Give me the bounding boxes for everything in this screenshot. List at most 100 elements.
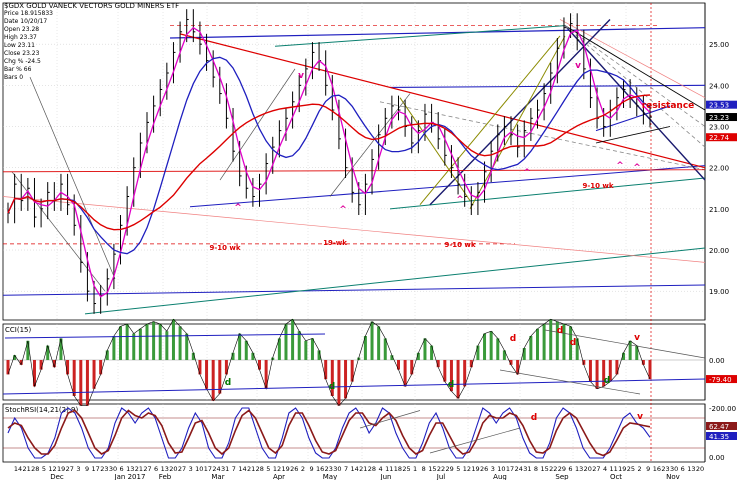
x-tick-label: 30 (109, 465, 117, 473)
gray-dashed-fan-3 (379, 101, 706, 171)
red-downtrend-line (179, 33, 706, 169)
upper-blue-line (169, 27, 706, 39)
x-tick-label: 19 (471, 465, 479, 473)
olive-line-2 (419, 35, 561, 206)
x-tick-label: 25 (402, 465, 410, 473)
stoch-title: StochRSI(14,21(2),9) (5, 406, 78, 414)
stoch-marker: d (531, 413, 537, 423)
x-tick-label: 13 (161, 465, 169, 473)
x-tick-label: 24 (212, 465, 220, 473)
price-tick-label: 25.00 (709, 41, 729, 49)
x-tick-label: 30 (670, 465, 678, 473)
stoch-tag (706, 432, 737, 440)
x-tick-label: 27 (178, 465, 186, 473)
x-tick-label: 15 (540, 465, 548, 473)
x-tick-label: 16 (653, 465, 661, 473)
x-tick-label: 14 (14, 465, 22, 473)
price-tag (706, 133, 737, 142)
x-tick-label: 27 (592, 465, 600, 473)
stochrsi-signal-line (7, 409, 651, 457)
stoch-panel-frame (2, 403, 706, 463)
cycle-marker: ^ (234, 203, 242, 213)
x-tick-label: 13 (687, 465, 695, 473)
cycle-marker: ^ (633, 163, 641, 173)
month-label: Jul (436, 473, 446, 480)
month-label: Jan 2017 (114, 473, 146, 480)
cci-tick-label: 0.00 (709, 357, 725, 365)
x-tick-label: 6 (120, 465, 124, 473)
x-tick-label: 26 (480, 465, 488, 473)
x-tick-label: 24 (515, 465, 523, 473)
cci-tag-label: -79.40 (709, 376, 732, 384)
x-tick-label: 27 (143, 465, 151, 473)
stoch-gray-line (359, 410, 421, 429)
price-tag-label: 23.53 (709, 102, 729, 110)
cycle-marker: v (298, 71, 304, 81)
x-tick-label: 5 (266, 465, 270, 473)
axes: 23.53 23.23 22.74 25.00 24.00 23.00 22.00 21.00… (14, 41, 737, 480)
x-tick-label: 19 (618, 465, 626, 473)
stoch-tag-label: 41.35 (709, 433, 729, 441)
info-row: Date 10/20/17 (4, 18, 48, 25)
short-blue-line (595, 105, 671, 132)
cycle-label: 19-wk (323, 239, 347, 247)
cci-marker: d (225, 378, 231, 388)
navy-downtrend-line (564, 25, 706, 181)
x-tick-label: 12 (273, 465, 281, 473)
cycle-label: 9-10 wk (209, 244, 240, 252)
x-tick-label: 3 (491, 465, 495, 473)
x-tick-label: 7 (344, 465, 348, 473)
info-panel: $GDX GOLD VANECK VECTORS GOLD MINERS ETF… (4, 2, 179, 82)
x-tick-label: 21 (135, 465, 143, 473)
x-tick-label: 6 (681, 465, 685, 473)
cci-lower-trendline (2, 378, 706, 395)
price-tick-label: 24.00 (709, 82, 729, 90)
x-tick-label: 17 (204, 465, 212, 473)
olive-line-3 (469, 35, 566, 210)
x-tick-label: 13 (575, 465, 583, 473)
x-tick-label: 12 (463, 465, 471, 473)
x-tick-label: 5 (42, 465, 46, 473)
month-label: Feb (159, 473, 172, 480)
info-row: Bar % 66 (4, 66, 32, 73)
info-row: Price 18.915833 (4, 10, 53, 17)
cci-tag (706, 375, 737, 384)
x-tick-label: 27 (66, 465, 74, 473)
month-label: Sep (555, 473, 569, 480)
price-panel-frame (2, 2, 706, 321)
month-label: Jun (380, 473, 392, 480)
info-row: Open 23.28 (4, 26, 40, 33)
x-tick-label: 23 (661, 465, 669, 473)
x-tick-label: 21 (247, 465, 255, 473)
chart-annotations: 9-10 wk 19-wk 9-10 wk 9-10 wk resistance ^ ^ ^ ^… (209, 61, 694, 423)
cci-gray-line (544, 329, 706, 359)
cycle-label: resistance (642, 101, 695, 111)
x-tick-label: 29 (446, 465, 454, 473)
x-tick-label: 8 (534, 465, 538, 473)
gray-dashed-fan (564, 25, 706, 127)
x-tick-label: 22 (549, 465, 557, 473)
moving-averages (7, 26, 651, 298)
price-tick-label: 22.00 (709, 165, 729, 173)
month-label: Aug (493, 473, 507, 480)
x-tick-label: 26 (290, 465, 298, 473)
black-fan-line (564, 25, 706, 111)
x-tick-label: 31 (221, 465, 229, 473)
x-tick-label: 19 (281, 465, 289, 473)
month-label: Dec (50, 473, 64, 480)
price-tick-label: 21.00 (709, 206, 729, 214)
teal-lower-line (389, 177, 706, 210)
x-tick-label: 20 (169, 465, 177, 473)
cycle-marker: ^ (523, 168, 531, 178)
chart-title: $GDX GOLD VANECK VECTORS GOLD MINERS ETF (4, 2, 180, 10)
cycle-marker: ^ (456, 195, 464, 205)
red-ma-line (7, 94, 651, 231)
x-tick-label: 9 (646, 465, 650, 473)
cycle-label: 9-10 wk (444, 241, 475, 249)
cci-marker: d (448, 380, 454, 390)
long-support-line (2, 284, 706, 296)
cci-marker: d (557, 326, 563, 336)
x-tick-label: 10 (497, 465, 505, 473)
cci-gray-line-2 (499, 369, 641, 395)
price-tag (706, 100, 737, 109)
